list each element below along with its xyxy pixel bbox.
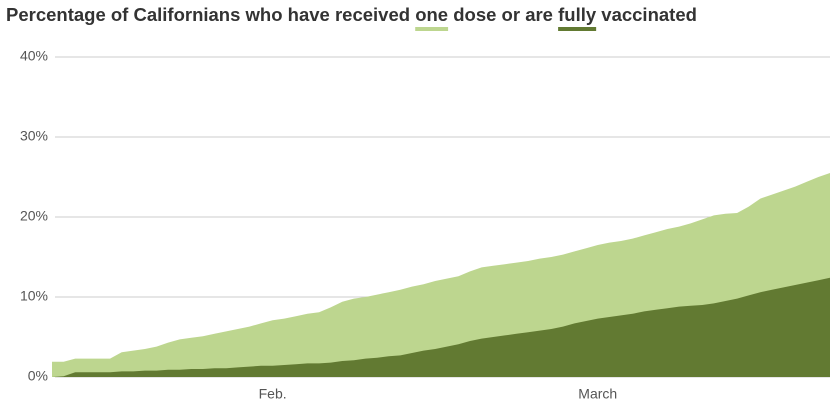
chart-title: Percentage of Californians who have rece… bbox=[6, 4, 697, 25]
x-tick-label: March bbox=[578, 386, 617, 402]
x-tick-label: Feb. bbox=[259, 386, 287, 402]
legend-label: fully bbox=[558, 4, 597, 25]
area bbox=[52, 277, 830, 377]
y-tick-label: 0% bbox=[28, 368, 48, 384]
y-tick-label: 40% bbox=[20, 48, 48, 64]
y-tick-label: 30% bbox=[20, 128, 48, 144]
legend-swatch bbox=[415, 27, 449, 31]
legend-label: one bbox=[415, 4, 448, 25]
y-tick-label: 10% bbox=[20, 288, 48, 304]
y-tick-label: 20% bbox=[20, 208, 48, 224]
legend-swatch bbox=[558, 27, 597, 31]
